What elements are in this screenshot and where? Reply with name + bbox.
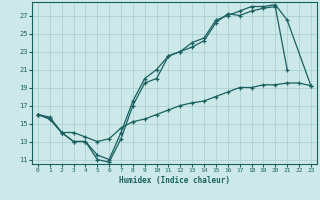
X-axis label: Humidex (Indice chaleur): Humidex (Indice chaleur) bbox=[119, 176, 230, 185]
